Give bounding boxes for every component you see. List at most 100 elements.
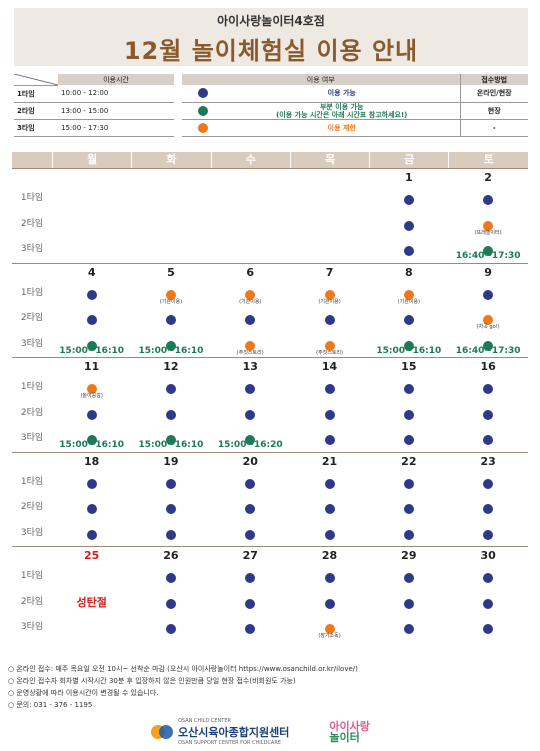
- slot-cell: (주짓스토리): [290, 332, 369, 358]
- slot-cell: [448, 281, 527, 307]
- slot-cell: [369, 521, 448, 547]
- blue-dot-icon: [245, 384, 256, 394]
- slot-cell: [211, 521, 290, 547]
- slot-cell: [52, 237, 131, 263]
- blue-dot-icon: [245, 315, 256, 325]
- blue-dot-icon: [483, 409, 494, 420]
- blue-dot-icon: [245, 478, 256, 489]
- blue-dot-icon: [483, 598, 494, 609]
- blue-dot-icon: [324, 478, 335, 489]
- date-cell: 8: [405, 265, 413, 279]
- slot-cell: [52, 495, 131, 521]
- orange-dot-icon: [245, 289, 256, 300]
- slot-cell: [131, 521, 210, 547]
- slot-cell: [131, 375, 210, 401]
- date-cell: 14: [321, 360, 338, 373]
- date-cell: 26: [163, 549, 179, 562]
- center-logo: OSAN CHILD CENTER 오산시육아종합지원센터 OSAN SUPPO…: [178, 718, 290, 746]
- date-cell: 22: [401, 454, 417, 468]
- slot-cell: (기관이용): [211, 281, 290, 307]
- green-dot-icon: [165, 340, 176, 351]
- slot-note: (또래놀이터): [474, 229, 502, 236]
- day-header: 수: [210, 152, 290, 168]
- orange-dot-icon: [324, 624, 335, 634]
- slot-cell: [211, 375, 290, 401]
- calendar: 월 화 수 목 금 토 1 2 1타임 2타임 (또래놀이터) 3타임 16:40~17:3…: [12, 152, 528, 641]
- slot-cell: [290, 306, 369, 332]
- slot-cell: [290, 521, 369, 547]
- slot-note: (기관이용): [239, 298, 262, 305]
- slot-label: 3타임: [20, 622, 44, 632]
- slot-cell: 성탄절: [52, 590, 131, 616]
- legend-method: 온라인/현장: [459, 85, 528, 103]
- blue-dot-icon: [483, 435, 494, 445]
- blue-dot-icon: [483, 624, 494, 634]
- date-cell: 30: [480, 549, 496, 562]
- blue-dot-icon: [483, 289, 494, 300]
- slot-cell: [290, 375, 369, 401]
- slot-cell: [211, 186, 290, 212]
- date-cell: 11: [83, 360, 100, 373]
- blue-dot-icon: [324, 529, 335, 540]
- blue-dot-icon: [403, 504, 414, 514]
- date-cell: 18: [83, 454, 100, 468]
- slot-cell: [131, 186, 210, 212]
- green-dot-icon: [483, 340, 494, 351]
- day-header: 화: [131, 152, 211, 168]
- slot-cell: (놀이공감): [52, 375, 131, 401]
- playground-logo: 아이사랑 놀이터: [329, 720, 370, 744]
- blue-dot-icon: [324, 315, 335, 325]
- calendar-header: 월 화 수 목 금 토: [12, 152, 528, 168]
- slot-cell: (차곡 go!): [448, 306, 527, 332]
- slot-cell: [52, 306, 131, 332]
- slot-cell: [52, 186, 131, 212]
- slot-cell: [290, 237, 369, 263]
- blue-dot-icon: [403, 220, 414, 231]
- blue-dot-icon: [403, 435, 414, 445]
- slot-note: (기관이용): [159, 298, 183, 305]
- slot-cell: [52, 615, 131, 641]
- blue-dot-icon: [403, 529, 414, 540]
- slot-note: (주짓스토리): [316, 349, 343, 356]
- blue-dot-icon: [86, 529, 97, 540]
- blue-dot-icon: [483, 573, 494, 583]
- slot-time: 15:00~16:10: [59, 345, 125, 356]
- time-table: 이용시간 1타임 10:00 - 12:00 2타임 13:00 - 15:00…: [14, 74, 174, 137]
- date-cell: 12: [163, 360, 179, 373]
- blue-dot-icon: [86, 478, 97, 489]
- date-cell: 27: [242, 549, 258, 562]
- slot-time: 15:00~16:10: [138, 440, 204, 450]
- blue-dot-icon: [86, 504, 97, 514]
- slot-cell: [211, 401, 290, 427]
- green-dot-icon: [483, 246, 494, 256]
- blue-dot-icon: [324, 573, 335, 583]
- footer-line: ○ 온라인 접수자 회차별 시작시간 30분 후 입장하지 않은 인원만큼 당일…: [8, 677, 296, 685]
- legend-header-method: 접수방법: [459, 74, 528, 85]
- slot-cell: [131, 615, 210, 641]
- blue-dot-icon: [86, 315, 97, 325]
- blue-dot-icon: [198, 88, 208, 99]
- blue-dot-icon: [245, 504, 256, 514]
- slot-cell: [448, 470, 527, 496]
- slot-cell: [290, 212, 369, 238]
- blue-dot-icon: [483, 478, 494, 489]
- time-row-value: 13:00 - 15:00: [58, 102, 174, 120]
- blue-dot-icon: [483, 504, 494, 514]
- slot-cell: [290, 564, 369, 590]
- orange-dot-icon: [483, 315, 494, 325]
- slot-cell: 15:00~16:10: [131, 426, 210, 452]
- blue-dot-icon: [165, 504, 176, 514]
- blue-dot-icon: [245, 573, 256, 583]
- slot-cell: [369, 186, 448, 212]
- blue-dot-icon: [165, 315, 176, 325]
- day-header: 토: [448, 152, 528, 168]
- green-dot-icon: [198, 105, 208, 116]
- slot-cell: (또래놀이터): [448, 212, 527, 238]
- green-dot-icon: [165, 435, 176, 445]
- slot-cell: [369, 615, 448, 641]
- legend-header-status: 이용 여부: [182, 74, 460, 85]
- slot-label: 1타임: [20, 193, 44, 203]
- center-logo-icon: [151, 725, 173, 739]
- slot-cell: [448, 564, 527, 590]
- slot-cell: [290, 426, 369, 452]
